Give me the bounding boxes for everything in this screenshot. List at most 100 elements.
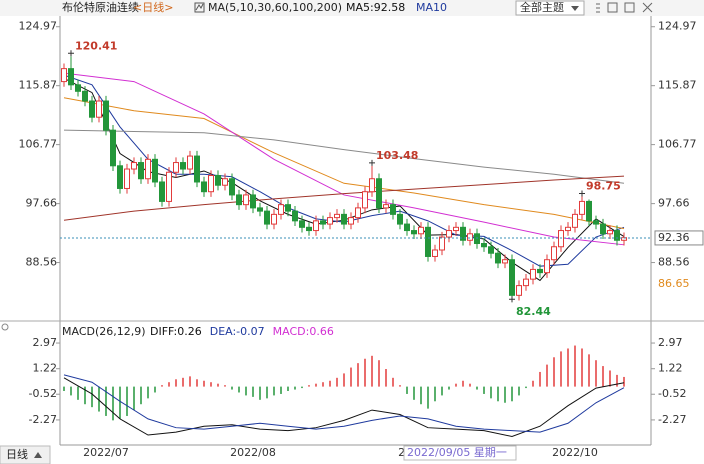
icon[interactable] <box>596 3 600 13</box>
candle-body <box>194 155 200 183</box>
theme-label: 全部主题 <box>520 0 564 14</box>
candle-body <box>348 217 354 225</box>
candle-body <box>124 168 130 189</box>
candle-body <box>439 236 445 251</box>
extreme-label: 98.75 <box>586 180 621 193</box>
ma5-value: MA5:92.58 <box>346 1 405 14</box>
last-price-label: 92.36 <box>658 231 690 244</box>
icon[interactable] <box>642 2 653 13</box>
candle-body <box>453 226 459 232</box>
candle-body <box>215 175 221 186</box>
indicator-icon[interactable] <box>194 2 205 13</box>
instrument-title: 布伦特原油连续 <box>62 0 139 14</box>
candle-body <box>243 194 249 206</box>
candle-body <box>145 158 151 180</box>
y-tick-label: 97.66 <box>26 197 58 210</box>
candle-body <box>159 181 165 202</box>
period-selector[interactable]: <日线> <box>133 0 173 14</box>
candle-body <box>89 100 95 118</box>
candle-body <box>565 226 571 232</box>
macd-legend: DIFF:0.26 <box>150 325 202 338</box>
candle-body <box>313 220 319 232</box>
candle-body <box>96 100 102 118</box>
candle-body <box>376 178 382 209</box>
candle-body <box>131 162 137 170</box>
dropdown-arrow <box>571 6 579 11</box>
indicator-line <box>63 72 625 246</box>
candle-body <box>446 230 452 238</box>
candle-body <box>586 200 592 222</box>
price-tag: 86.65 <box>658 277 690 290</box>
candle-body <box>222 178 228 186</box>
indicator-line <box>63 374 625 433</box>
indicator-line <box>63 377 625 438</box>
x-tick-label: 2022/10 <box>552 446 598 459</box>
candle-body <box>61 68 67 83</box>
y-tick-label-right: 1.22 <box>658 362 683 375</box>
x-tick-label: 2022/08 <box>230 446 276 459</box>
y-tick-label-right: -2.27 <box>658 413 686 426</box>
candle-body <box>68 68 74 86</box>
candle-body <box>572 213 578 228</box>
y-tick-label-right: 2.97 <box>658 336 683 349</box>
x-tick-label: 2022/07 <box>83 446 129 459</box>
panel-icon[interactable] <box>1 323 9 331</box>
candle-body <box>229 178 235 196</box>
candle-body <box>236 194 242 206</box>
candle-body <box>285 204 291 212</box>
y-tick-label: -2.27 <box>29 413 57 426</box>
y-tick-label: 1.22 <box>33 362 58 375</box>
candle-body <box>320 220 326 225</box>
candle-body <box>138 162 144 180</box>
candle-body <box>341 213 347 225</box>
candle-body <box>607 230 613 235</box>
candle-body <box>383 204 389 209</box>
y-tick-label: -0.52 <box>29 387 57 400</box>
y-tick-label-right: 88.56 <box>658 256 690 269</box>
candle-body <box>558 230 564 248</box>
indicator-icon-glyph <box>195 3 204 11</box>
candle-body <box>369 178 375 193</box>
toolbar-icons[interactable] <box>596 2 653 13</box>
candle-body <box>250 194 256 209</box>
indicator-line <box>63 97 625 230</box>
candle-body <box>355 207 361 219</box>
last-price-box <box>654 230 704 246</box>
y-tick-label: 115.87 <box>19 79 58 92</box>
candle-body <box>600 223 606 235</box>
y-tick-label: 124.97 <box>19 20 58 33</box>
period-button[interactable] <box>0 445 51 464</box>
icon[interactable] <box>624 2 635 13</box>
icon[interactable] <box>607 2 618 13</box>
indicator-line <box>63 175 625 221</box>
extreme-label: 103.48 <box>376 149 418 162</box>
candle-body <box>537 268 543 274</box>
theme-dropdown[interactable] <box>515 0 585 16</box>
candle-body <box>411 230 417 235</box>
period-button-arrow <box>34 452 42 458</box>
candle-body <box>404 223 410 232</box>
macd-legend: DEA:-0.07 <box>210 325 265 338</box>
y-tick-label-right: 106.77 <box>658 138 697 151</box>
candle-body <box>362 191 368 209</box>
y-tick-label-right: -0.52 <box>658 387 686 400</box>
candle-body <box>551 246 557 261</box>
candle-body <box>166 171 172 202</box>
candle-body <box>271 213 277 225</box>
candle-body <box>397 213 403 225</box>
candle-body <box>474 233 480 245</box>
candle-body <box>327 217 333 225</box>
candle-body <box>579 200 585 215</box>
candle-body <box>516 285 522 296</box>
candle-body <box>173 162 179 173</box>
extreme-marker <box>579 190 585 197</box>
candle-body <box>299 220 305 228</box>
extreme-marker <box>68 50 74 57</box>
candle-body <box>257 207 263 212</box>
y-tick-label-right: 124.97 <box>658 20 697 33</box>
candle-body <box>390 204 396 215</box>
candle-body <box>187 155 193 170</box>
candle-body <box>278 204 284 215</box>
candle-body <box>425 226 431 257</box>
